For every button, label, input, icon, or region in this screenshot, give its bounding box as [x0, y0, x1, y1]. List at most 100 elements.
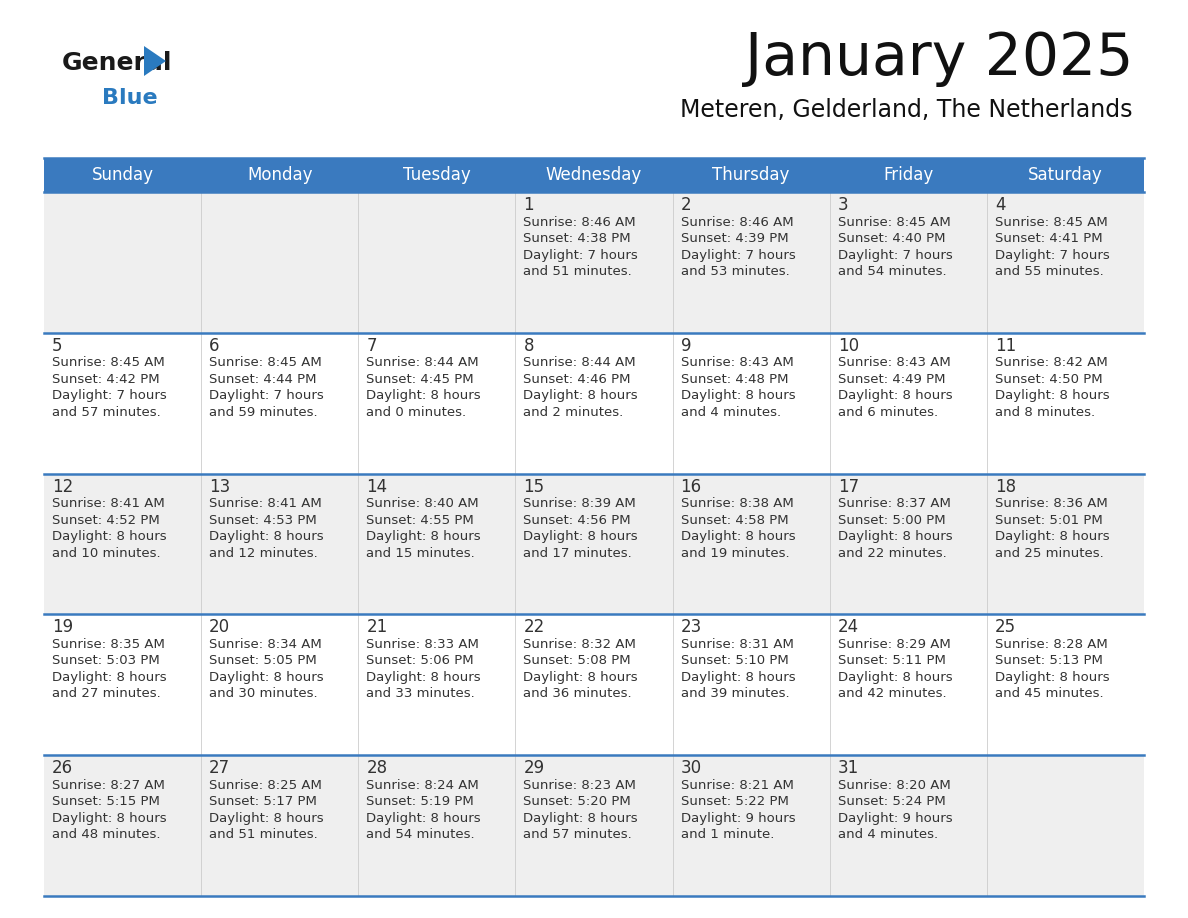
- Bar: [44, 614, 1144, 756]
- Text: 25: 25: [994, 619, 1016, 636]
- Text: and 51 minutes.: and 51 minutes.: [209, 828, 318, 841]
- Text: Daylight: 8 hours: Daylight: 8 hours: [994, 389, 1110, 402]
- Text: and 4 minutes.: and 4 minutes.: [838, 828, 937, 841]
- Text: Sunrise: 8:45 AM: Sunrise: 8:45 AM: [838, 216, 950, 229]
- Text: Daylight: 8 hours: Daylight: 8 hours: [52, 530, 166, 543]
- Text: Sunset: 5:05 PM: Sunset: 5:05 PM: [209, 655, 317, 667]
- Text: Sunrise: 8:45 AM: Sunrise: 8:45 AM: [209, 356, 322, 369]
- Text: and 6 minutes.: and 6 minutes.: [838, 406, 937, 419]
- Text: Daylight: 9 hours: Daylight: 9 hours: [681, 812, 795, 824]
- Text: and 51 minutes.: and 51 minutes.: [524, 265, 632, 278]
- Text: Daylight: 7 hours: Daylight: 7 hours: [681, 249, 795, 262]
- Text: and 33 minutes.: and 33 minutes.: [366, 688, 475, 700]
- Text: 3: 3: [838, 196, 848, 214]
- Text: and 36 minutes.: and 36 minutes.: [524, 688, 632, 700]
- Text: 28: 28: [366, 759, 387, 778]
- Text: Sunrise: 8:44 AM: Sunrise: 8:44 AM: [524, 356, 636, 369]
- Text: Daylight: 7 hours: Daylight: 7 hours: [994, 249, 1110, 262]
- Text: Daylight: 8 hours: Daylight: 8 hours: [994, 530, 1110, 543]
- Text: Sunset: 5:17 PM: Sunset: 5:17 PM: [209, 795, 317, 808]
- Text: Sunset: 5:22 PM: Sunset: 5:22 PM: [681, 795, 789, 808]
- Text: Sunrise: 8:45 AM: Sunrise: 8:45 AM: [994, 216, 1107, 229]
- Text: 8: 8: [524, 337, 533, 354]
- Text: Sunrise: 8:28 AM: Sunrise: 8:28 AM: [994, 638, 1107, 651]
- Text: Sunset: 4:46 PM: Sunset: 4:46 PM: [524, 373, 631, 386]
- Text: Daylight: 8 hours: Daylight: 8 hours: [524, 812, 638, 824]
- Text: Sunday: Sunday: [91, 166, 153, 184]
- Text: and 19 minutes.: and 19 minutes.: [681, 546, 789, 560]
- Text: and 12 minutes.: and 12 minutes.: [209, 546, 318, 560]
- Text: Monday: Monday: [247, 166, 312, 184]
- Text: Daylight: 8 hours: Daylight: 8 hours: [994, 671, 1110, 684]
- Text: Sunrise: 8:42 AM: Sunrise: 8:42 AM: [994, 356, 1107, 369]
- Text: January 2025: January 2025: [745, 30, 1133, 87]
- Text: and 0 minutes.: and 0 minutes.: [366, 406, 467, 419]
- Text: 22: 22: [524, 619, 544, 636]
- Text: and 30 minutes.: and 30 minutes.: [209, 688, 317, 700]
- Text: Sunrise: 8:24 AM: Sunrise: 8:24 AM: [366, 778, 479, 791]
- Text: Daylight: 8 hours: Daylight: 8 hours: [209, 530, 324, 543]
- Polygon shape: [144, 46, 166, 76]
- Text: Daylight: 8 hours: Daylight: 8 hours: [681, 530, 795, 543]
- Text: Daylight: 8 hours: Daylight: 8 hours: [524, 530, 638, 543]
- Text: Sunset: 4:52 PM: Sunset: 4:52 PM: [52, 513, 159, 527]
- Text: 31: 31: [838, 759, 859, 778]
- Text: Sunrise: 8:39 AM: Sunrise: 8:39 AM: [524, 498, 637, 510]
- Text: 30: 30: [681, 759, 702, 778]
- Text: 12: 12: [52, 477, 74, 496]
- Text: Sunrise: 8:41 AM: Sunrise: 8:41 AM: [52, 498, 165, 510]
- Bar: [44, 756, 1144, 896]
- Text: 5: 5: [52, 337, 63, 354]
- Text: 1: 1: [524, 196, 535, 214]
- Text: and 25 minutes.: and 25 minutes.: [994, 546, 1104, 560]
- Text: Daylight: 8 hours: Daylight: 8 hours: [838, 530, 953, 543]
- Bar: [44, 333, 1144, 474]
- Text: Blue: Blue: [102, 88, 158, 108]
- Text: Friday: Friday: [883, 166, 934, 184]
- Text: Sunrise: 8:32 AM: Sunrise: 8:32 AM: [524, 638, 637, 651]
- Text: Sunset: 5:20 PM: Sunset: 5:20 PM: [524, 795, 631, 808]
- Text: and 22 minutes.: and 22 minutes.: [838, 546, 947, 560]
- Text: 19: 19: [52, 619, 74, 636]
- Text: Sunset: 5:10 PM: Sunset: 5:10 PM: [681, 655, 789, 667]
- Text: Sunset: 5:13 PM: Sunset: 5:13 PM: [994, 655, 1102, 667]
- Text: and 57 minutes.: and 57 minutes.: [52, 406, 160, 419]
- Text: Sunrise: 8:27 AM: Sunrise: 8:27 AM: [52, 778, 165, 791]
- Text: Sunrise: 8:36 AM: Sunrise: 8:36 AM: [994, 498, 1107, 510]
- Text: Daylight: 8 hours: Daylight: 8 hours: [838, 389, 953, 402]
- Text: Daylight: 8 hours: Daylight: 8 hours: [366, 671, 481, 684]
- Text: Sunset: 4:53 PM: Sunset: 4:53 PM: [209, 513, 317, 527]
- Text: Daylight: 8 hours: Daylight: 8 hours: [838, 671, 953, 684]
- Text: Daylight: 7 hours: Daylight: 7 hours: [209, 389, 324, 402]
- Text: 26: 26: [52, 759, 74, 778]
- Text: 9: 9: [681, 337, 691, 354]
- Text: 2: 2: [681, 196, 691, 214]
- Text: Sunset: 4:48 PM: Sunset: 4:48 PM: [681, 373, 788, 386]
- Text: 27: 27: [209, 759, 230, 778]
- Text: Sunrise: 8:44 AM: Sunrise: 8:44 AM: [366, 356, 479, 369]
- Text: 23: 23: [681, 619, 702, 636]
- Text: Sunrise: 8:40 AM: Sunrise: 8:40 AM: [366, 498, 479, 510]
- Text: Sunset: 4:56 PM: Sunset: 4:56 PM: [524, 513, 631, 527]
- Bar: [44, 192, 1144, 333]
- Text: Sunrise: 8:41 AM: Sunrise: 8:41 AM: [209, 498, 322, 510]
- Text: Sunset: 5:19 PM: Sunset: 5:19 PM: [366, 795, 474, 808]
- Text: 20: 20: [209, 619, 230, 636]
- Text: Sunset: 4:50 PM: Sunset: 4:50 PM: [994, 373, 1102, 386]
- Text: Sunrise: 8:21 AM: Sunrise: 8:21 AM: [681, 778, 794, 791]
- Text: and 54 minutes.: and 54 minutes.: [838, 265, 947, 278]
- Text: and 27 minutes.: and 27 minutes.: [52, 688, 160, 700]
- Text: and 55 minutes.: and 55 minutes.: [994, 265, 1104, 278]
- Text: 14: 14: [366, 477, 387, 496]
- Text: Sunrise: 8:34 AM: Sunrise: 8:34 AM: [209, 638, 322, 651]
- Text: Sunset: 5:06 PM: Sunset: 5:06 PM: [366, 655, 474, 667]
- Text: Daylight: 7 hours: Daylight: 7 hours: [52, 389, 166, 402]
- Text: and 15 minutes.: and 15 minutes.: [366, 546, 475, 560]
- Text: Sunrise: 8:43 AM: Sunrise: 8:43 AM: [838, 356, 950, 369]
- Text: Sunrise: 8:43 AM: Sunrise: 8:43 AM: [681, 356, 794, 369]
- Text: 10: 10: [838, 337, 859, 354]
- Text: Wednesday: Wednesday: [545, 166, 643, 184]
- Text: Sunset: 5:00 PM: Sunset: 5:00 PM: [838, 513, 946, 527]
- Text: and 39 minutes.: and 39 minutes.: [681, 688, 789, 700]
- Text: and 4 minutes.: and 4 minutes.: [681, 406, 781, 419]
